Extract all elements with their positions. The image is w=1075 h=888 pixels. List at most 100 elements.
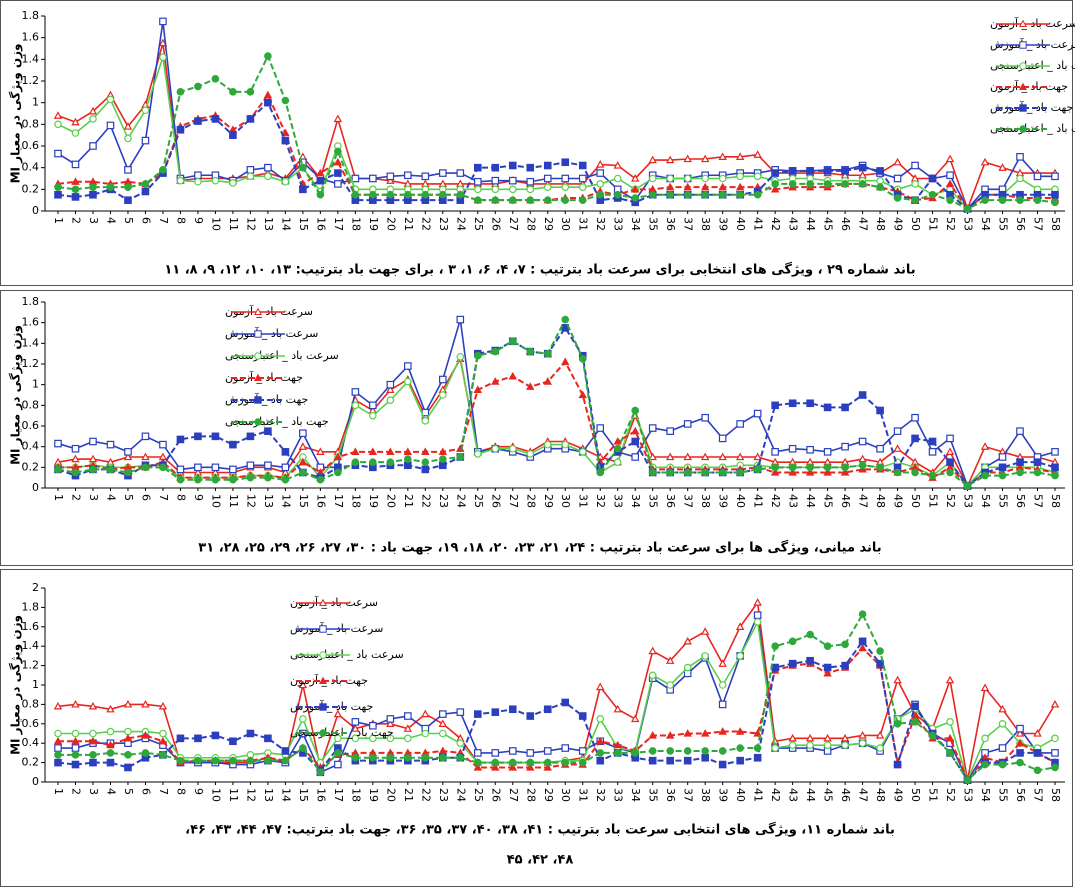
point-marker — [53, 701, 63, 710]
point-marker — [211, 176, 220, 185]
point-marker — [666, 681, 674, 689]
point-marker — [89, 465, 97, 474]
x-tick-label: 43 — [787, 494, 800, 508]
point-marker — [543, 349, 552, 358]
point-marker — [648, 756, 657, 765]
point-marker — [736, 468, 744, 477]
legend-marker — [254, 396, 262, 404]
point-marker — [508, 196, 517, 204]
legend-marker — [1019, 104, 1027, 112]
legend-marker — [1019, 125, 1027, 133]
point-marker — [805, 468, 815, 476]
x-tick-label: 36 — [664, 494, 677, 508]
point-marker — [648, 731, 657, 739]
x-tick-label: 51 — [927, 788, 940, 802]
point-marker — [736, 756, 744, 765]
point-marker — [473, 758, 482, 767]
x-tick-label: 30 — [559, 494, 572, 508]
point-marker — [648, 155, 657, 164]
point-marker — [998, 463, 1007, 472]
point-marker — [771, 663, 779, 672]
point-marker — [893, 427, 902, 435]
x-tick-label: 33 — [612, 788, 625, 802]
x-tick-label: 34 — [629, 494, 642, 508]
point-marker — [333, 114, 343, 123]
point-marker — [71, 760, 80, 769]
x-tick-label: 5 — [122, 217, 135, 224]
point-marker — [334, 468, 342, 477]
point-marker — [403, 724, 413, 732]
point-marker — [648, 174, 657, 183]
point-marker — [404, 190, 412, 199]
point-marker — [194, 475, 202, 484]
point-marker — [893, 174, 902, 183]
x-tick-label: 16 — [314, 217, 327, 231]
point-marker — [701, 190, 709, 199]
point-marker — [88, 701, 98, 710]
point-marker — [736, 190, 744, 199]
point-marker — [71, 177, 80, 185]
x-tick-label: 14 — [279, 788, 292, 802]
point-marker — [735, 622, 745, 630]
y-tick-label: 1.6 — [22, 620, 40, 633]
point-marker — [893, 760, 902, 769]
point-marker — [578, 448, 587, 456]
point-marker — [333, 709, 343, 718]
point-marker — [788, 468, 797, 476]
legend-marker — [253, 373, 263, 382]
point-marker — [893, 194, 902, 202]
x-tick-label: 14 — [279, 494, 292, 508]
point-marker — [1051, 463, 1059, 472]
point-marker — [386, 385, 395, 393]
x-tick-label: 22 — [419, 217, 432, 231]
x-tick-label: 50 — [909, 217, 922, 231]
x-tick-label: 46 — [839, 494, 852, 508]
x-tick-label: 9 — [192, 788, 205, 795]
point-marker — [298, 680, 308, 689]
point-marker — [124, 468, 132, 477]
point-marker — [106, 749, 115, 757]
point-marker — [439, 391, 447, 399]
x-tick-label: 21 — [402, 494, 415, 508]
x-tick-label: 19 — [367, 494, 380, 508]
point-marker — [141, 463, 150, 472]
point-marker — [281, 128, 290, 137]
point-marker — [386, 380, 395, 389]
y-tick-label: 1.2 — [22, 74, 40, 87]
point-marker — [841, 463, 849, 472]
point-marker — [123, 122, 133, 130]
point-marker — [508, 161, 517, 170]
y-tick-label: 1.8 — [22, 295, 40, 308]
x-tick-label: 57 — [1032, 494, 1045, 508]
point-marker — [806, 180, 814, 188]
point-marker — [788, 180, 797, 188]
x-tick-label: 24 — [454, 494, 467, 508]
point-marker — [316, 190, 325, 199]
point-marker — [876, 463, 884, 472]
point-marker — [788, 444, 797, 453]
series-line — [57, 56, 1055, 210]
point-marker — [1016, 153, 1024, 161]
x-tick-label: 2 — [69, 217, 82, 224]
point-marker — [946, 196, 954, 204]
x-tick-label: 46 — [839, 788, 852, 802]
point-marker — [71, 468, 80, 477]
point-marker — [543, 440, 552, 449]
point-marker — [246, 432, 255, 441]
point-marker — [963, 205, 972, 213]
point-marker — [1051, 198, 1059, 207]
point-marker — [700, 729, 710, 737]
point-marker — [700, 627, 710, 635]
point-marker — [53, 736, 63, 745]
y-tick-label: 0.4 — [22, 736, 40, 749]
point-marker — [281, 448, 290, 456]
point-marker — [736, 652, 744, 660]
point-marker — [194, 756, 202, 765]
x-tick-label: 22 — [419, 494, 432, 508]
point-marker — [473, 710, 482, 718]
point-marker — [369, 734, 377, 743]
x-tick-label: 13 — [262, 217, 275, 231]
x-tick-label: 28 — [524, 788, 537, 802]
point-marker — [543, 747, 552, 755]
point-marker — [264, 473, 272, 482]
